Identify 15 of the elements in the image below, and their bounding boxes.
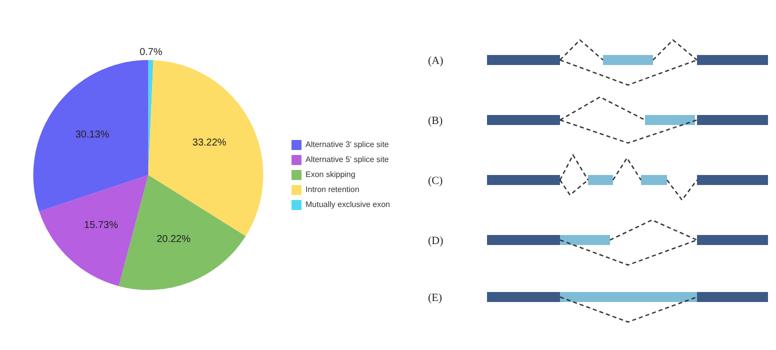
text: (E) — [428, 292, 442, 304]
legend-label: Exon skipping — [306, 170, 356, 180]
text: (C) — [428, 175, 443, 187]
data-label: 33.22% — [192, 138, 226, 149]
legend-label: Mutually exclusive exon — [306, 200, 390, 210]
legend-label: Alternative 3' splice site — [306, 140, 390, 150]
legend-label: Intron retention — [306, 185, 360, 194]
data-label: 15.73% — [84, 220, 118, 232]
data-label: 0.7% — [140, 46, 162, 58]
text: (A) — [428, 55, 444, 67]
data-label: 20.22% — [156, 234, 191, 245]
data-label: 30.13% — [75, 129, 110, 140]
text: (D) — [428, 235, 444, 247]
legend-label: Alternative 5' splice site — [306, 155, 390, 164]
text: (B) — [428, 115, 443, 127]
